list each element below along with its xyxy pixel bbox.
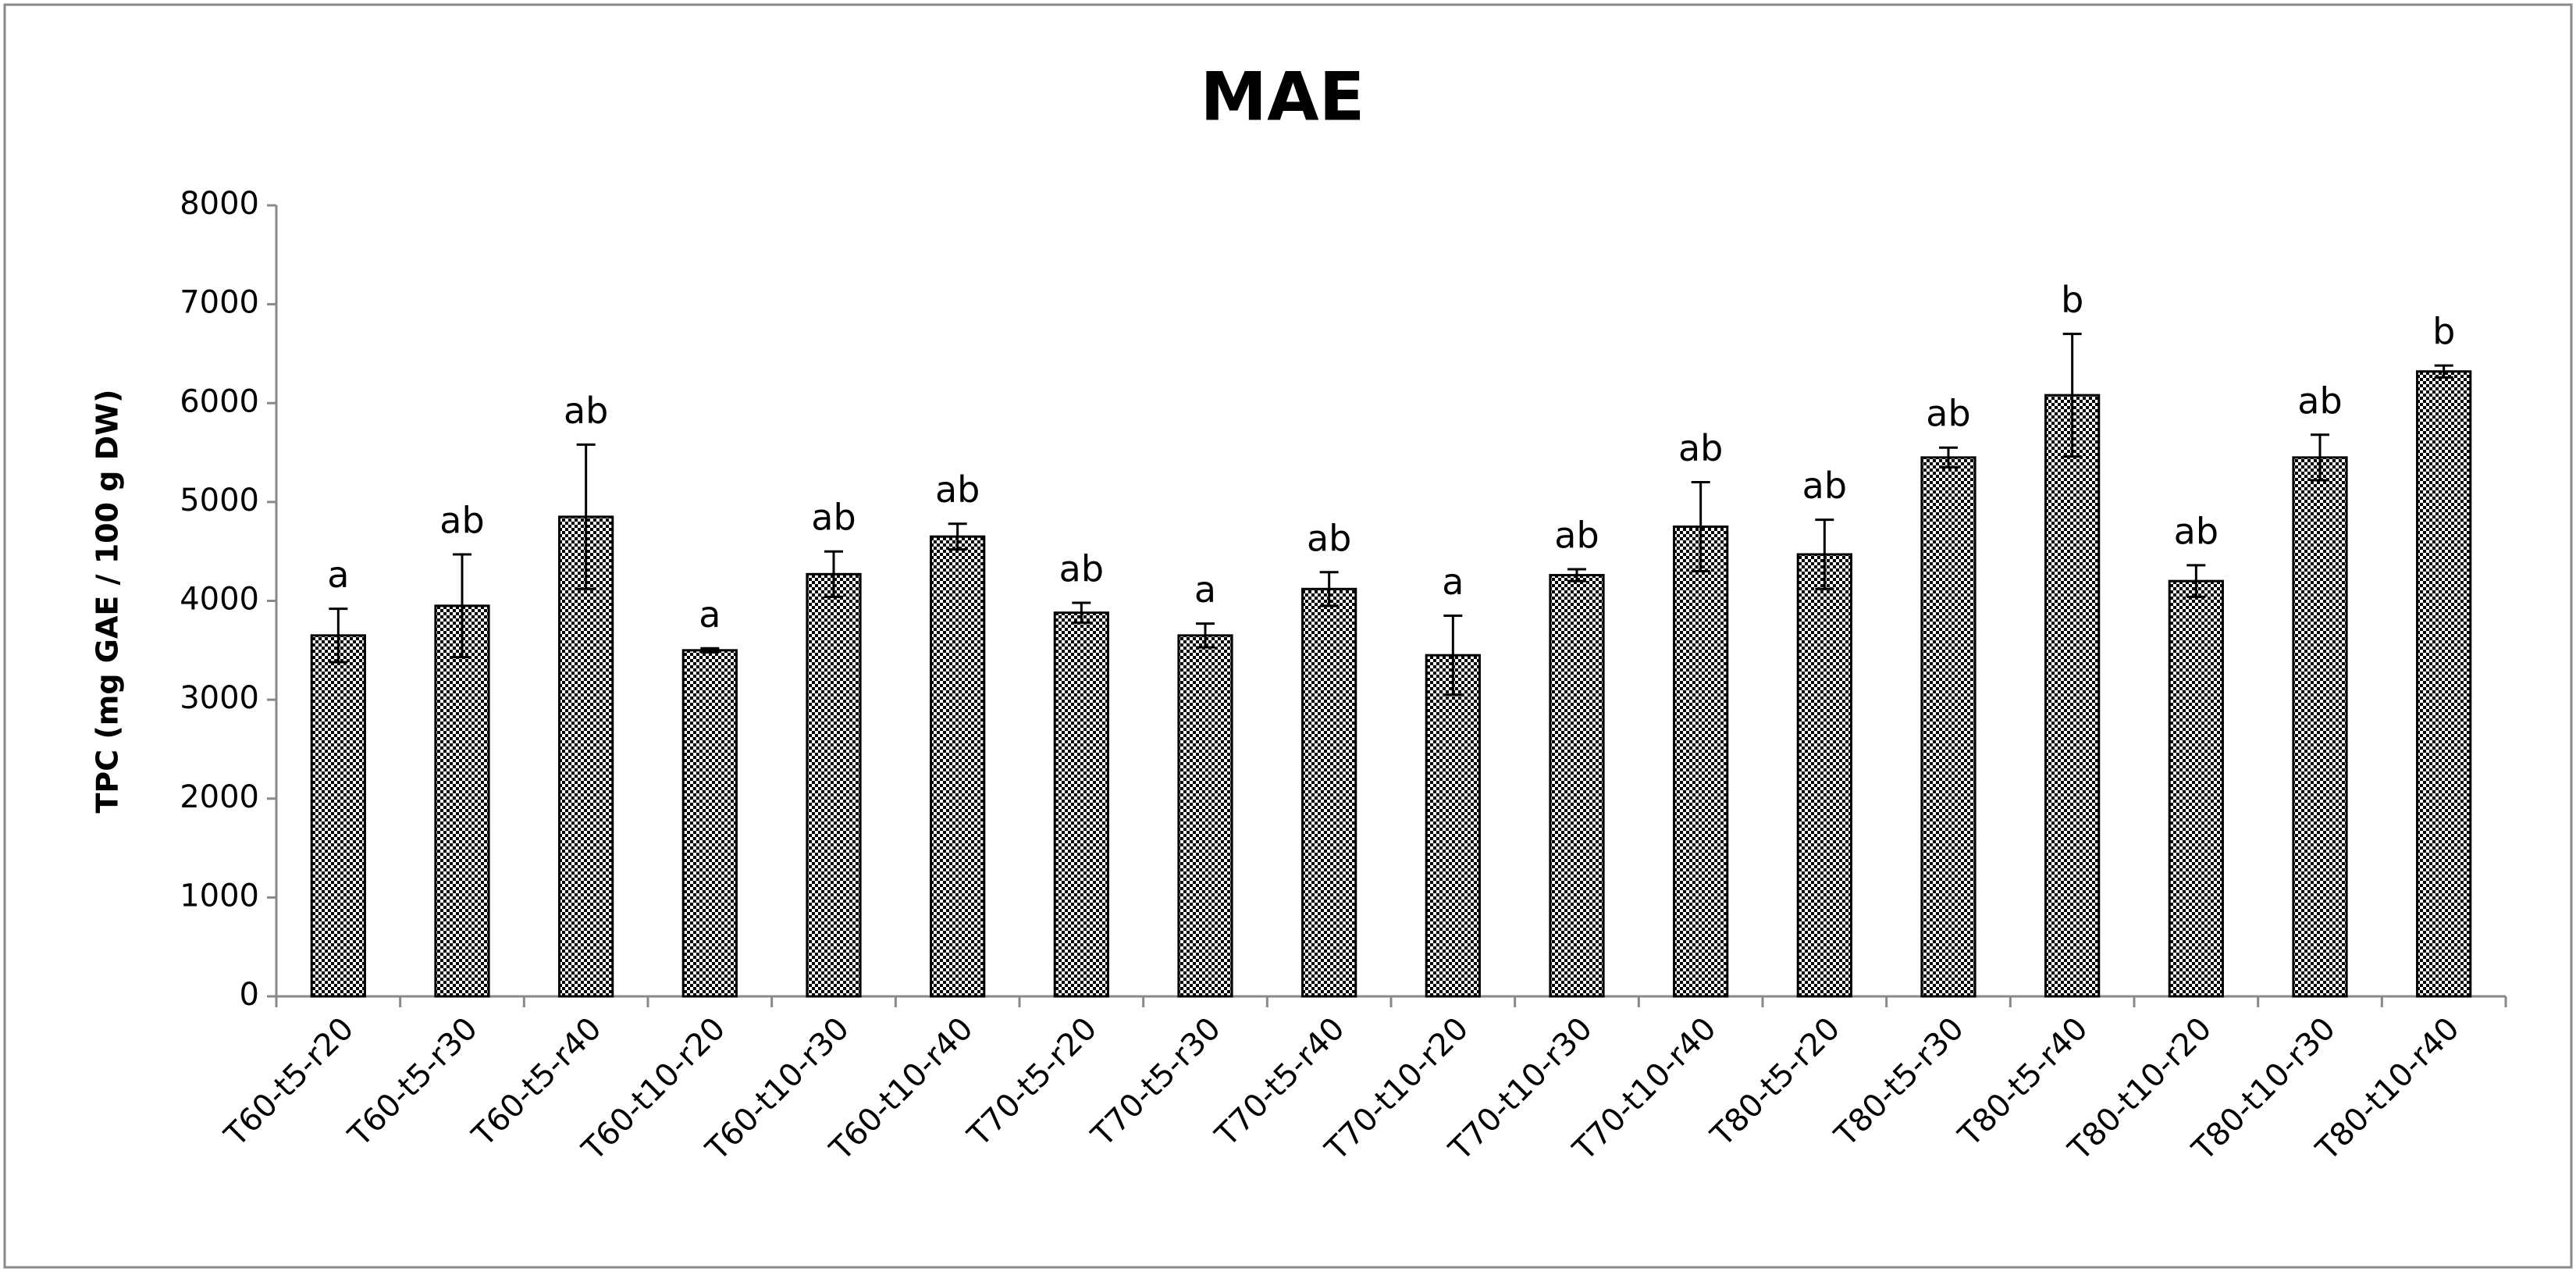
significance-label: b [2432, 311, 2455, 353]
bar [1425, 654, 1481, 998]
error-bar [329, 607, 348, 664]
bar [1301, 587, 1357, 998]
error-bar [1691, 481, 1710, 573]
y-tick-label: 4000 [180, 582, 259, 618]
significance-label: ab [564, 390, 608, 432]
y-tick-label: 1000 [180, 878, 259, 914]
significance-label: ab [935, 469, 980, 511]
bar [930, 535, 986, 998]
y-tick-label: 2000 [180, 779, 259, 815]
significance-label: a [327, 554, 349, 596]
bar [2292, 456, 2348, 998]
error-bar [576, 443, 596, 590]
y-tick-label: 3000 [180, 680, 259, 716]
error-bar [700, 647, 720, 654]
bar [1796, 553, 1852, 998]
error-bar [1443, 614, 1463, 697]
significance-label: a [699, 593, 720, 636]
significance-label: ab [2297, 379, 2342, 422]
y-tick-label: 5000 [180, 483, 259, 518]
error-bar [1939, 446, 1958, 469]
bar [1177, 634, 1233, 998]
error-bar [1567, 568, 1586, 583]
significance-label: a [1442, 561, 1464, 603]
bar [2044, 394, 2101, 998]
significance-label: ab [2174, 510, 2218, 552]
bar [681, 649, 738, 998]
significance-label: ab [1554, 514, 1599, 556]
error-bar [2311, 433, 2329, 482]
error-bar [2434, 364, 2453, 379]
y-tick-label: 7000 [180, 285, 259, 321]
error-bar [1196, 622, 1215, 649]
error-bar [948, 522, 967, 551]
y-tick-label: 8000 [180, 186, 259, 222]
significance-label: ab [1678, 427, 1723, 469]
bar [2168, 579, 2224, 998]
bar [1549, 574, 1605, 998]
significance-label: ab [1059, 548, 1104, 590]
bar [558, 515, 614, 998]
significance-label: ab [1926, 393, 1970, 435]
bar [2416, 370, 2472, 998]
significance-label: ab [1802, 465, 1847, 507]
error-bar [824, 550, 843, 598]
bar [806, 572, 862, 998]
significance-label: b [2061, 279, 2083, 321]
chart-border [3, 3, 2573, 1269]
bar [1053, 611, 1109, 998]
error-bar [2062, 333, 2082, 458]
error-bar [2186, 564, 2206, 598]
significance-label: a [1194, 568, 1216, 611]
y-tick-label: 0 [240, 977, 259, 1013]
significance-label: ab [811, 497, 856, 539]
bar [1920, 456, 1976, 998]
significance-label: ab [439, 499, 484, 541]
error-bar [1072, 601, 1091, 624]
y-axis-label: TPC (mg GAE / 100 g DW) [91, 390, 125, 814]
error-bar [1815, 518, 1834, 590]
significance-label: ab [1307, 517, 1351, 559]
bar [1673, 526, 1729, 998]
bar [434, 604, 490, 998]
error-bar [453, 553, 471, 659]
error-bar [1319, 571, 1339, 607]
chart-title: MAE [1201, 58, 1365, 136]
bar [310, 634, 366, 998]
y-tick-label: 6000 [180, 383, 259, 419]
